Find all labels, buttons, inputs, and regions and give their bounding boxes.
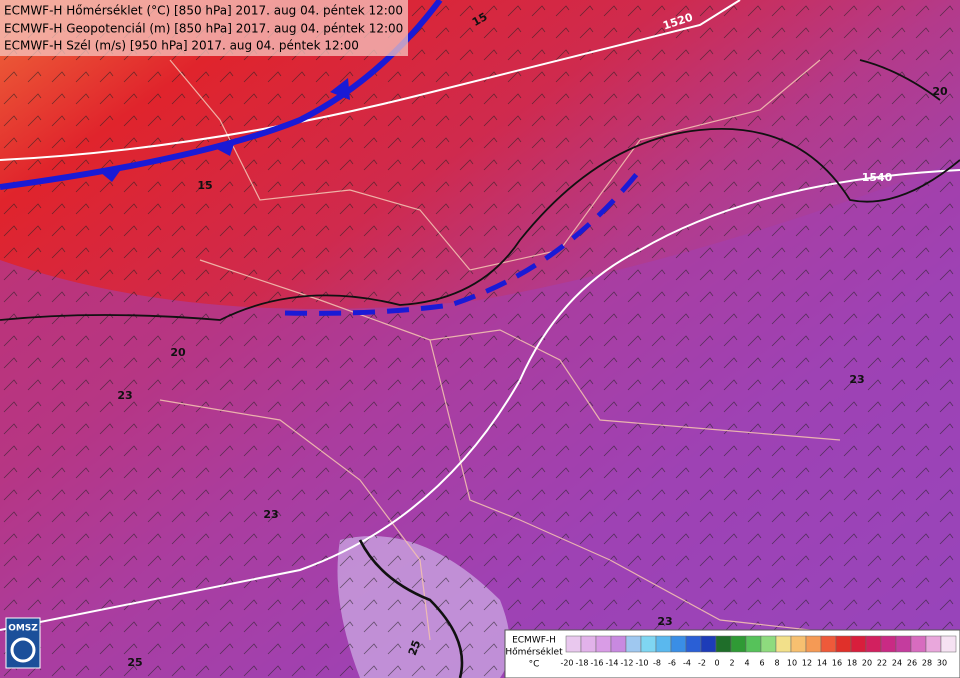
colorbar-swatch <box>565 635 582 653</box>
colorbar-swatch <box>790 635 807 653</box>
legend-variable: Hőmérséklet <box>505 647 563 658</box>
colorbar-label: -8 <box>653 659 661 668</box>
colorbar-swatch <box>625 635 642 653</box>
temperature-contours <box>0 59 960 678</box>
header-box <box>0 0 408 56</box>
colorbar-swatch <box>850 635 867 653</box>
header-line: ECMWF-H Szél (m/s) [950 hPa] 2017. aug 0… <box>4 39 359 53</box>
colorbar-swatch <box>895 635 912 653</box>
colorbar-label: -10 <box>635 659 648 668</box>
geopotential-contours <box>0 0 960 630</box>
colorbar-label: 28 <box>922 659 932 668</box>
colorbar-label: 24 <box>892 659 902 668</box>
colorbar-swatch <box>925 635 942 653</box>
contour-label: 25 <box>127 656 142 669</box>
trough-line <box>284 168 642 316</box>
header-line: ECMWF-H Geopotenciál (m) [850 hPa] 2017.… <box>4 22 403 36</box>
colorbar-swatch <box>685 635 702 653</box>
colorbar-label: -14 <box>605 659 618 668</box>
colorbar-swatch <box>835 635 852 653</box>
colorbar-swatch <box>715 635 732 653</box>
colorbar-label: -18 <box>575 659 588 668</box>
colorbar-swatch <box>730 635 747 653</box>
colorbar-label: -2 <box>698 659 706 668</box>
colorbar-label: 10 <box>787 659 797 668</box>
colorbar-swatch <box>805 635 822 653</box>
logo-mark <box>10 637 36 663</box>
colorbar-swatch <box>700 635 717 653</box>
colorbar-label: 16 <box>832 659 842 668</box>
colorbar-swatch <box>610 635 627 653</box>
contour-label: 23 <box>117 389 132 402</box>
colorbar-swatch <box>760 635 777 653</box>
colorbar-label: 4 <box>744 659 749 668</box>
colorbar: -20 -18 -16 -14 -12 -10 -8 -6 -4 -2 0 2 4 6 8 10 12 14 16 1… <box>560 635 957 668</box>
colorbar-swatch <box>910 635 927 653</box>
colorbar-swatch <box>940 635 957 653</box>
colorbar-label: -12 <box>620 659 633 668</box>
colorbar-label: 6 <box>759 659 764 668</box>
colorbar-label: 22 <box>877 659 887 668</box>
colorbar-label: 14 <box>817 659 827 668</box>
colorbar-swatch <box>745 635 762 653</box>
header-line: ECMWF-H Hőmérséklet (°C) [850 hPa] 2017.… <box>4 4 403 18</box>
colorbar-label: -20 <box>560 659 573 668</box>
contour-label: 15 <box>197 179 212 192</box>
colorbar-swatch <box>640 635 657 653</box>
colorbar-label: -16 <box>590 659 603 668</box>
colorbar-label: 18 <box>847 659 857 668</box>
colorbar-label: 20 <box>862 659 872 668</box>
colorbar-swatch <box>775 635 792 653</box>
contour-label: 25 <box>406 638 423 657</box>
colorbar-label: 0 <box>714 659 719 668</box>
colorbar-label: 30 <box>937 659 947 668</box>
contour-label: 20 <box>170 346 186 359</box>
contour-label: 20 <box>932 85 948 98</box>
colorbar-label: -4 <box>683 659 691 668</box>
colorbar-swatch <box>880 635 897 653</box>
colorbar-swatch <box>595 635 612 653</box>
contour-label: 23 <box>849 373 864 386</box>
colorbar-label: 8 <box>774 659 779 668</box>
colorbar-swatch <box>655 635 672 653</box>
contour-label: 23 <box>263 508 278 521</box>
logo-text: OMSZ <box>8 624 38 634</box>
colorbar-label: -6 <box>668 659 676 668</box>
colorbar-swatch <box>820 635 837 653</box>
front-triangles <box>100 78 350 182</box>
colorbar-label: 2 <box>729 659 734 668</box>
contour-label: 23 <box>657 615 672 628</box>
colorbar-swatch <box>670 635 687 653</box>
colorbar-label: 12 <box>802 659 812 668</box>
borders <box>159 59 901 641</box>
contour-label: 1540 <box>862 171 893 184</box>
colorbar-label: 26 <box>907 659 917 668</box>
legend-unit: °C <box>529 660 540 670</box>
colorbar-swatch <box>865 635 882 653</box>
colorbar-swatch <box>580 635 597 653</box>
legend-model: ECMWF-H <box>512 636 556 646</box>
